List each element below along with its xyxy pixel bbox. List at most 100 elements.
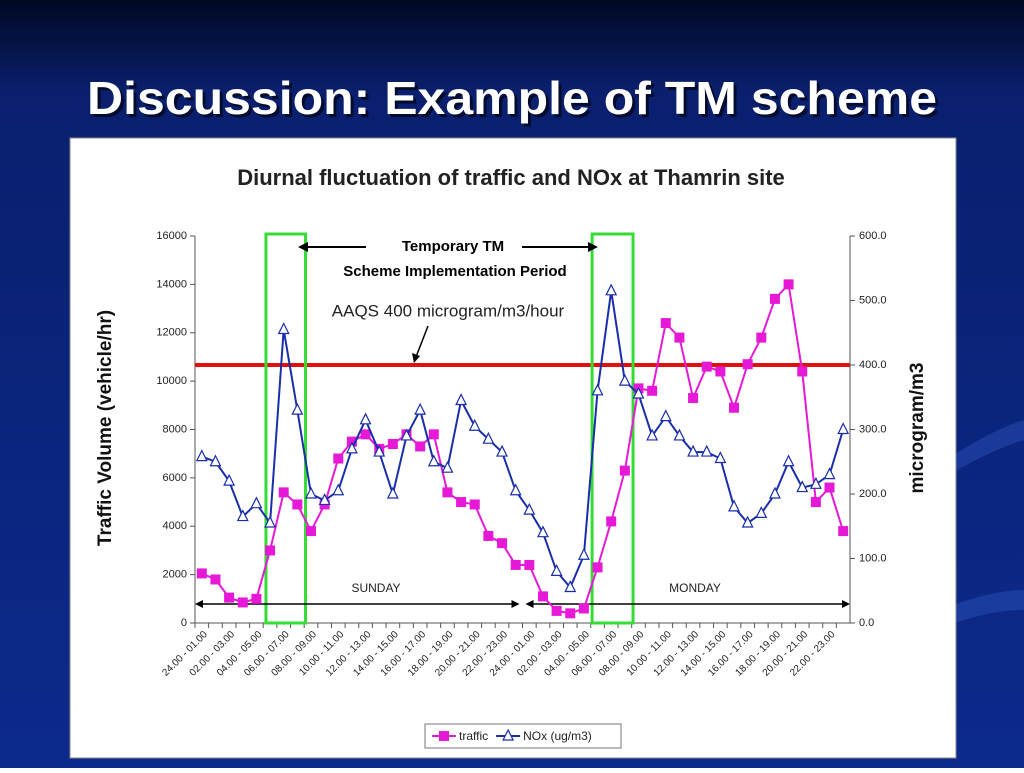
- data-point: [564, 580, 577, 593]
- arrow-head: [298, 242, 308, 252]
- y2-tick-label: 300.0: [859, 423, 887, 435]
- y-tick-label: 10000: [156, 375, 187, 387]
- data-point: [427, 454, 440, 467]
- data-point: [482, 431, 495, 444]
- data-point: [592, 562, 603, 573]
- data-point: [415, 441, 426, 452]
- data-point: [278, 487, 289, 498]
- data-point: [502, 728, 515, 741]
- data-point: [810, 497, 821, 508]
- data-point: [673, 428, 686, 441]
- data-point: [715, 366, 726, 377]
- data-point: [195, 449, 208, 462]
- data-point: [578, 603, 589, 614]
- y-tick-label: 6000: [163, 472, 187, 484]
- y-tick-label: 12000: [156, 327, 187, 339]
- data-point: [729, 402, 740, 413]
- y2-axis-label: microgram/m3: [907, 363, 928, 494]
- data-point: [386, 486, 399, 499]
- data-point: [796, 480, 809, 493]
- data-point: [565, 608, 576, 619]
- data-point: [345, 441, 358, 454]
- y-axis-label: Traffic Volume (vehicle/hr): [95, 310, 116, 546]
- y2-tick-label: 400.0: [859, 359, 887, 371]
- data-point: [400, 428, 413, 441]
- data-point: [755, 506, 768, 518]
- data-point: [700, 444, 713, 457]
- data-point: [605, 283, 618, 296]
- data-point: [618, 373, 631, 386]
- data-point: [265, 545, 276, 556]
- data-point: [577, 547, 590, 560]
- data-point: [264, 515, 277, 528]
- data-point: [237, 597, 248, 608]
- data-point: [414, 402, 427, 415]
- data-point: [196, 568, 207, 579]
- day-label: SUNDAY: [351, 581, 400, 595]
- annotation: Temporary TM: [402, 238, 504, 255]
- data-point: [509, 483, 522, 496]
- data-point: [373, 444, 386, 457]
- tm-window: [590, 232, 635, 625]
- data-point: [783, 279, 794, 290]
- data-point: [741, 515, 754, 528]
- data-point: [387, 439, 398, 450]
- data-point: [824, 482, 835, 493]
- data-point: [483, 530, 494, 541]
- data-point: [455, 393, 468, 406]
- data-point: [782, 454, 795, 467]
- y-tick-label: 0: [181, 617, 187, 629]
- data-point: [510, 559, 521, 570]
- data-point: [292, 499, 303, 510]
- tm-window: [264, 232, 308, 625]
- data-point: [359, 412, 372, 425]
- data-point: [442, 487, 453, 498]
- data-point: [456, 497, 467, 508]
- slide-title-shadow: Discussion: Example of TM scheme: [90, 75, 940, 127]
- data-point: [536, 525, 549, 538]
- data-point: [742, 359, 753, 370]
- annotation: Scheme Implementation Period: [343, 263, 566, 280]
- data-point: [469, 499, 480, 510]
- legend-label: NOx (ug/m3): [523, 729, 592, 743]
- data-point: [428, 429, 439, 440]
- y2-tick-label: 0.0: [859, 617, 874, 629]
- threshold-label: AAQS 400 microgram/m3/hour: [332, 301, 565, 320]
- data-point: [646, 428, 659, 441]
- data-point: [223, 473, 236, 486]
- y-tick-label: 8000: [163, 423, 187, 435]
- data-point: [591, 383, 604, 396]
- data-point: [660, 318, 671, 329]
- pointer-head: [412, 353, 420, 363]
- y2-tick-label: 500.0: [859, 294, 887, 306]
- y-tick-label: 2000: [163, 569, 187, 581]
- legend-label: traffic: [459, 729, 488, 743]
- data-point: [210, 574, 221, 585]
- y2-tick-label: 200.0: [859, 488, 887, 500]
- data-point: [224, 592, 235, 603]
- data-point: [236, 509, 249, 522]
- y2-tick-label: 100.0: [859, 552, 887, 564]
- data-point: [523, 502, 536, 515]
- data-point: [619, 465, 630, 476]
- data-point: [209, 454, 222, 467]
- legend-box: [424, 723, 622, 749]
- y-tick-label: 16000: [156, 230, 187, 242]
- data-point: [797, 366, 808, 377]
- data-point: [497, 538, 508, 549]
- data-point: [277, 322, 290, 335]
- data-point: [701, 361, 712, 372]
- data-point: [768, 486, 781, 499]
- data-point: [305, 486, 317, 499]
- y-tick-label: 14000: [156, 278, 187, 290]
- data-point: [305, 526, 316, 537]
- data-point: [524, 559, 535, 570]
- data-point: [537, 591, 548, 602]
- data-point: [823, 467, 836, 480]
- data-point: [838, 526, 849, 537]
- data-point: [714, 451, 727, 464]
- data-point: [728, 499, 740, 512]
- slide-title: Discussion: Example of TM scheme: [87, 72, 937, 124]
- data-point: [550, 564, 563, 576]
- data-point: [756, 332, 767, 343]
